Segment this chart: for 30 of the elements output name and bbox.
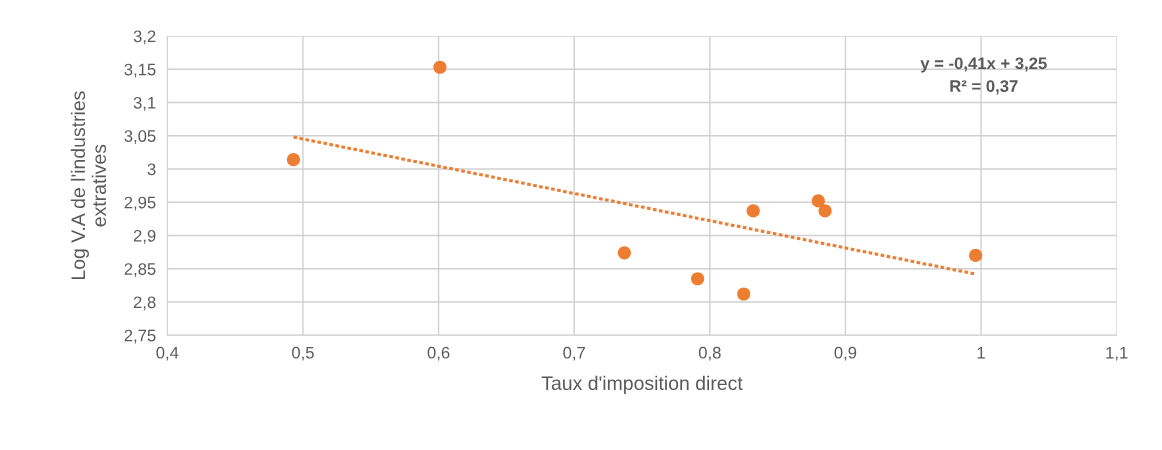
x-tick-label: 0,8 — [698, 346, 721, 361]
y-tick-label: 3,15 — [124, 63, 156, 78]
point — [617, 246, 631, 260]
y-tick-label: 2,95 — [124, 196, 156, 211]
y-tick-label: 3,05 — [124, 130, 156, 144]
point — [433, 60, 447, 74]
x-tick-label: 0,7 — [563, 346, 585, 361]
x-tick-label: 0,9 — [834, 346, 857, 361]
x-tick-label: 0,6 — [427, 346, 450, 361]
y-tick-label: 2,75 — [124, 329, 156, 344]
x-tick-label: 0,4 — [156, 346, 179, 361]
point — [969, 248, 983, 263]
x-tick-label: 1,1 — [1106, 346, 1128, 361]
point — [691, 272, 705, 286]
point — [818, 204, 832, 218]
point — [737, 287, 751, 301]
point — [286, 153, 301, 167]
x-tick-label: 1 — [977, 346, 985, 359]
annotation: y = -0,41x + 3,25 R² = 0,37 — [920, 57, 1047, 95]
y-tick-label: 2,85 — [124, 263, 156, 277]
y-tick-label: 2,9 — [133, 229, 156, 244]
x-tick-label: 0,5 — [292, 346, 314, 361]
y-tick-label: 3 — [147, 163, 156, 176]
y-axis-title: Log V.A de l'industries extratives — [70, 91, 107, 280]
y-tick-label: 3,2 — [133, 30, 156, 45]
point — [746, 204, 760, 218]
point — [811, 194, 825, 208]
x-axis-title: Taux d'imposition direct — [541, 375, 743, 394]
y-tick-label: 2,8 — [133, 296, 156, 311]
y-tick-label: 3,1 — [133, 96, 156, 111]
